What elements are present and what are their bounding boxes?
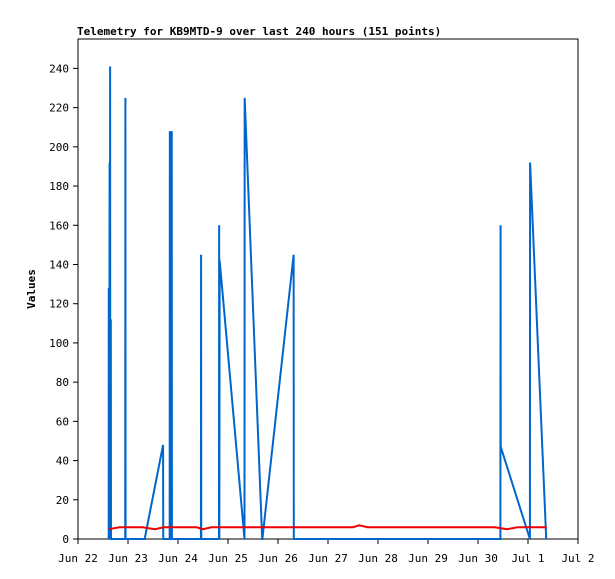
y-axis-label: Values	[25, 269, 38, 309]
x-tick-label: Jun 28	[358, 552, 398, 565]
series-line-2	[108, 524, 547, 531]
x-tick-label: Jun 30	[458, 552, 498, 565]
y-tick-label: 220	[49, 102, 69, 115]
x-tick-label: Jul 1	[511, 552, 544, 565]
x-axis: Jun 22 Jun 23 Jun 24 Jun 25 Jun 26 Jun 27 Jun …	[58, 539, 595, 565]
y-tick-label: 160	[49, 219, 69, 232]
series-layer	[107, 66, 548, 540]
y-axis: 0 20 40 60 80 100 120 140 160 180 200 220 240	[49, 62, 78, 546]
chart-title: Telemetry for KB9MTD-9 over last 240 hou…	[77, 25, 441, 38]
x-tick-label: Jul 2	[561, 552, 594, 565]
y-tick-label: 200	[49, 141, 69, 154]
x-tick-label: Jun 23	[108, 552, 148, 565]
x-tick-label: Jun 22	[58, 552, 98, 565]
x-tick-label: Jun 29	[408, 552, 448, 565]
y-tick-label: 140	[49, 258, 69, 271]
y-tick-label: 80	[56, 376, 69, 389]
series-line-1	[107, 66, 548, 540]
y-tick-label: 120	[49, 298, 69, 311]
x-tick-label: Jun 24	[158, 552, 198, 565]
y-tick-label: 60	[56, 415, 69, 428]
x-tick-label: Jun 25	[208, 552, 248, 565]
y-tick-label: 100	[49, 337, 69, 350]
y-tick-label: 240	[49, 62, 69, 75]
y-tick-label: 0	[62, 533, 69, 546]
plot-area-frame	[77, 38, 579, 540]
y-tick-label: 20	[56, 494, 69, 507]
y-tick-label: 180	[49, 180, 69, 193]
x-tick-label: Jun 27	[308, 552, 348, 565]
y-tick-label: 40	[56, 455, 69, 468]
x-tick-label: Jun 26	[258, 552, 298, 565]
